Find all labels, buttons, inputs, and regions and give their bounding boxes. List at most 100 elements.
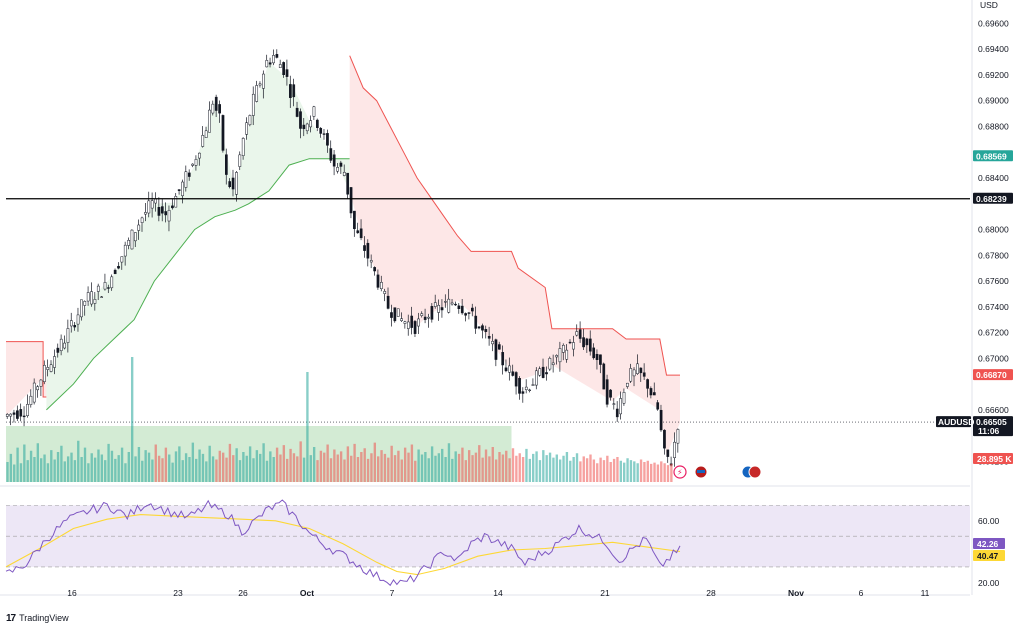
rsi-tick-label: 60.00 bbox=[978, 516, 1000, 526]
volume-bar bbox=[245, 455, 248, 482]
candle-body bbox=[396, 308, 400, 317]
candle-body bbox=[63, 342, 66, 349]
candle-body bbox=[548, 358, 552, 370]
candle-body bbox=[400, 318, 403, 321]
candle-body bbox=[501, 352, 505, 366]
volume-bar bbox=[104, 460, 107, 482]
candle-body bbox=[103, 282, 107, 290]
candle-body bbox=[595, 353, 599, 360]
time-axis[interactable]: 16 23 26 Oct 7 14 21 28 Nov 6 11 bbox=[0, 588, 970, 598]
volume-bar bbox=[161, 458, 164, 482]
candle-body bbox=[191, 163, 195, 166]
volume-bar bbox=[532, 453, 535, 482]
volume-bar bbox=[289, 448, 292, 482]
candle-body bbox=[272, 55, 275, 64]
volume-bar bbox=[451, 458, 454, 482]
volume-bar bbox=[73, 460, 77, 482]
volume-bar bbox=[649, 463, 653, 482]
last-price-tag[interactable] bbox=[973, 416, 1013, 437]
candle-body bbox=[599, 354, 602, 365]
axis-currency: USD bbox=[980, 0, 998, 10]
horizontal-line-price-tag[interactable] bbox=[973, 192, 1013, 204]
rsi-value-tag[interactable] bbox=[973, 538, 1005, 549]
candle-body bbox=[497, 344, 501, 350]
candle-body bbox=[555, 355, 558, 358]
candle-body bbox=[113, 269, 117, 275]
candle-body bbox=[319, 127, 323, 134]
volume-bar bbox=[407, 452, 410, 482]
volume-bar bbox=[508, 458, 511, 482]
candle-body bbox=[652, 392, 656, 396]
volume-bar bbox=[663, 463, 666, 482]
volume-bar bbox=[265, 460, 269, 482]
volume-bar bbox=[629, 460, 633, 482]
price-axis[interactable]: USD 0.69600 0.69400 0.69200 0.69000 0.68800 0… bbox=[936, 0, 1013, 595]
supertrend-upper-value-tag[interactable] bbox=[973, 369, 1013, 381]
price-tick-label: 0.69200 bbox=[978, 70, 1009, 80]
candle-body bbox=[353, 210, 356, 230]
candle-body bbox=[363, 245, 366, 251]
supertrend-lower-line bbox=[46, 158, 350, 411]
candle-body bbox=[184, 171, 188, 188]
candle-body bbox=[187, 172, 191, 177]
candle-body bbox=[80, 299, 83, 318]
volume-bar bbox=[114, 458, 117, 482]
volume-bar bbox=[437, 453, 441, 482]
candle-body bbox=[467, 312, 471, 314]
event-markers[interactable]: ⚡ bbox=[673, 465, 762, 479]
candle-body bbox=[632, 369, 636, 377]
volume-zone-band bbox=[6, 426, 512, 482]
volume-bar bbox=[666, 465, 670, 482]
volume-bar bbox=[191, 442, 195, 482]
volume-bar bbox=[501, 454, 505, 482]
volume-bar bbox=[457, 453, 461, 482]
volume-bar bbox=[606, 455, 609, 482]
candle-body bbox=[309, 120, 312, 128]
candle-body bbox=[471, 307, 474, 312]
time-tick-label: 6 bbox=[859, 588, 864, 598]
candle-body bbox=[359, 228, 363, 239]
volume-bar bbox=[555, 454, 558, 482]
volume-value-tag[interactable] bbox=[973, 453, 1013, 464]
candle-body bbox=[53, 356, 56, 368]
time-tick-label: 16 bbox=[67, 588, 77, 598]
candle-body bbox=[491, 341, 494, 345]
flash-event-icon[interactable] bbox=[673, 465, 687, 479]
volume-bar bbox=[417, 449, 420, 482]
volume-bar bbox=[626, 458, 629, 482]
volume-bar bbox=[286, 458, 289, 482]
us-flag-event-icon-2[interactable] bbox=[748, 465, 762, 479]
volume-bar bbox=[639, 459, 643, 482]
supertrend-lower-value-tag[interactable] bbox=[973, 150, 1013, 162]
symbol-tag[interactable] bbox=[936, 416, 971, 428]
tradingview-brand[interactable]: 17 TradingView bbox=[6, 611, 69, 625]
candle-body bbox=[477, 326, 481, 329]
rsi-ma-tag[interactable] bbox=[973, 550, 1005, 561]
brand-name: TradingView bbox=[19, 613, 69, 623]
volume-bar bbox=[299, 441, 302, 482]
volume-bar bbox=[414, 460, 417, 482]
candle-body bbox=[649, 388, 653, 396]
tradingview-logo-icon: 17 bbox=[6, 612, 16, 624]
rsi-pane[interactable]: 60.00 20.00 42.26 40.47 bbox=[0, 485, 1005, 588]
volume-bar bbox=[518, 453, 521, 482]
price-pane[interactable] bbox=[5, 49, 970, 467]
volume-bar bbox=[403, 447, 407, 482]
volume-bar bbox=[40, 458, 43, 482]
candle-body bbox=[268, 62, 272, 65]
volume-bar bbox=[528, 458, 532, 482]
candle-body bbox=[154, 198, 157, 204]
volume-bar bbox=[80, 457, 83, 482]
supertrend-upper-b-line bbox=[349, 55, 680, 376]
candle-body bbox=[565, 349, 569, 360]
candle-body bbox=[413, 321, 417, 334]
candle-body bbox=[9, 413, 13, 417]
candle-body bbox=[174, 196, 178, 208]
volume-bar bbox=[130, 357, 134, 482]
candle-body bbox=[248, 115, 252, 126]
candle-body bbox=[164, 211, 168, 216]
volume-bar bbox=[134, 456, 137, 482]
volume-bar bbox=[50, 450, 53, 482]
volume-bar bbox=[656, 464, 660, 482]
